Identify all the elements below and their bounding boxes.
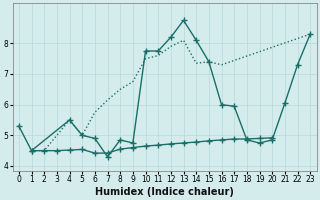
- X-axis label: Humidex (Indice chaleur): Humidex (Indice chaleur): [95, 187, 234, 197]
